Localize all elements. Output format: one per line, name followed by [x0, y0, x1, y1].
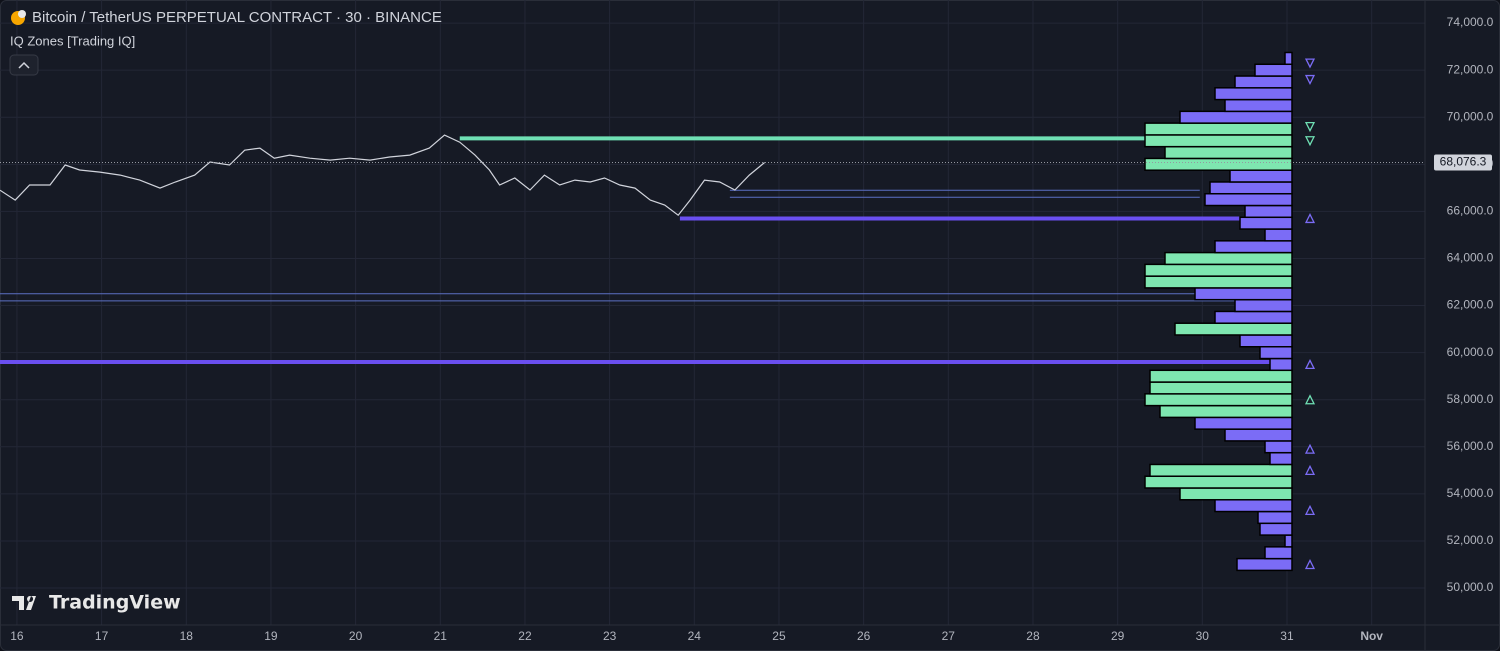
profile-bar	[1234, 75, 1293, 89]
zone-marker	[1304, 136, 1316, 147]
profile-bar	[1269, 451, 1293, 466]
brand-text: TradingView	[49, 592, 181, 614]
profile-bar	[1144, 275, 1293, 289]
y-tick-label: 50,000.0	[1447, 580, 1494, 594]
profile-bar	[1269, 357, 1293, 372]
y-tick-label: 66,000.0	[1447, 204, 1494, 218]
axes: 50,000.0 52,000.0 54,000.0 56,000.0 58,000.0…	[10, 15, 1493, 643]
profile-bar	[1144, 122, 1293, 136]
profile-bar	[1239, 334, 1293, 348]
profile-bar	[1149, 463, 1293, 477]
profile-bar	[1244, 204, 1293, 219]
price-line	[0, 134, 765, 217]
zone-marker	[1304, 58, 1316, 69]
x-tick-label: 23	[603, 629, 617, 643]
x-tick-label: 28	[1026, 629, 1040, 643]
profile-bar	[1179, 487, 1293, 501]
brand-icon	[12, 596, 36, 610]
y-tick-label: 56,000.0	[1447, 439, 1494, 453]
profile-bar	[1224, 428, 1293, 442]
zone-marker	[1304, 213, 1316, 224]
profile-bar	[1174, 322, 1293, 336]
profile-bar	[1144, 475, 1293, 489]
symbol-icon	[18, 10, 26, 18]
profile-bar	[1144, 157, 1293, 171]
profile-bar	[1254, 63, 1293, 77]
zone-marker	[1304, 559, 1316, 570]
x-tick-label: 30	[1196, 629, 1210, 643]
x-tick-label: 27	[942, 629, 956, 643]
indicator-name[interactable]: IQ Zones [Trading IQ]	[10, 33, 135, 48]
chart-title: Bitcoin / TetherUS PERPETUAL CONTRACT · …	[32, 9, 442, 26]
zone-marker	[1304, 121, 1316, 133]
x-tick-label: 29	[1111, 629, 1125, 643]
profile-bar	[1144, 134, 1293, 148]
profile-bar	[1144, 393, 1293, 407]
profile-bar	[1149, 381, 1293, 395]
profile-bar	[1264, 546, 1293, 560]
y-tick-label: 54,000.0	[1447, 486, 1494, 500]
profile-bar	[1214, 499, 1293, 513]
x-tick-label: 25	[772, 629, 786, 643]
y-tick-label: 62,000.0	[1447, 298, 1494, 312]
x-tick-label: 24	[688, 629, 702, 643]
profile-bar	[1224, 98, 1293, 113]
x-tick-label: 31	[1280, 629, 1294, 643]
brand-logo: TradingView	[12, 592, 181, 614]
profile-bar	[1149, 369, 1293, 383]
profile-bar	[1264, 440, 1293, 454]
profile-bar	[1236, 557, 1293, 572]
profile-bar	[1234, 298, 1293, 313]
x-tick-label: Nov	[1360, 629, 1383, 643]
y-tick-label: 58,000.0	[1447, 392, 1494, 406]
zone-marker	[1304, 443, 1316, 454]
profile-bar	[1214, 87, 1293, 101]
last-price-label: 68,076.3	[1440, 155, 1487, 169]
x-tick-label: 20	[349, 629, 363, 643]
profile-bar	[1259, 522, 1293, 536]
profile-bar	[1164, 145, 1293, 160]
last-price-box	[1434, 154, 1492, 171]
y-tick-label: 64,000.0	[1447, 251, 1494, 265]
profile-bar	[1214, 310, 1293, 324]
profile-bar	[1284, 51, 1293, 66]
y-tick-label: 60,000.0	[1447, 345, 1494, 359]
x-tick-label: 21	[434, 629, 448, 643]
profile-bar	[1257, 510, 1293, 525]
x-tick-label: 19	[264, 629, 278, 643]
profile-bar	[1229, 169, 1293, 183]
y-tick-label: 70,000.0	[1447, 109, 1494, 123]
x-tick-label: 26	[857, 629, 871, 643]
profile-bar	[1194, 416, 1293, 430]
x-tick-label: 17	[95, 629, 109, 643]
zone-marker	[1304, 74, 1316, 86]
zone-marker	[1304, 504, 1316, 516]
x-tick-label: 22	[518, 629, 532, 643]
profile-bar	[1164, 251, 1293, 266]
collapse-button[interactable]	[9, 54, 39, 76]
profile-bar	[1259, 346, 1293, 360]
profile-bar	[1214, 240, 1293, 254]
profile-bar	[1194, 287, 1293, 301]
plot	[0, 51, 1425, 572]
zone-marker	[1304, 394, 1316, 405]
y-tick-label: 72,000.0	[1447, 62, 1494, 76]
y-tick-label: 52,000.0	[1447, 533, 1494, 547]
zone-marker	[1304, 358, 1316, 370]
profile-bar	[1264, 228, 1293, 242]
profile-bar	[1144, 263, 1293, 277]
profile-bar	[1159, 404, 1293, 419]
profile-bar	[1239, 216, 1293, 230]
collapse-icon	[18, 61, 30, 69]
profile-bar	[1204, 192, 1293, 207]
x-tick-label: 16	[10, 629, 24, 643]
profile-bar	[1284, 534, 1293, 548]
x-tick-label: 18	[180, 629, 194, 643]
profile-bar	[1209, 181, 1293, 195]
y-tick-label: 74,000.0	[1447, 15, 1494, 29]
zone-marker	[1304, 464, 1316, 475]
profile-bar	[1179, 110, 1293, 124]
